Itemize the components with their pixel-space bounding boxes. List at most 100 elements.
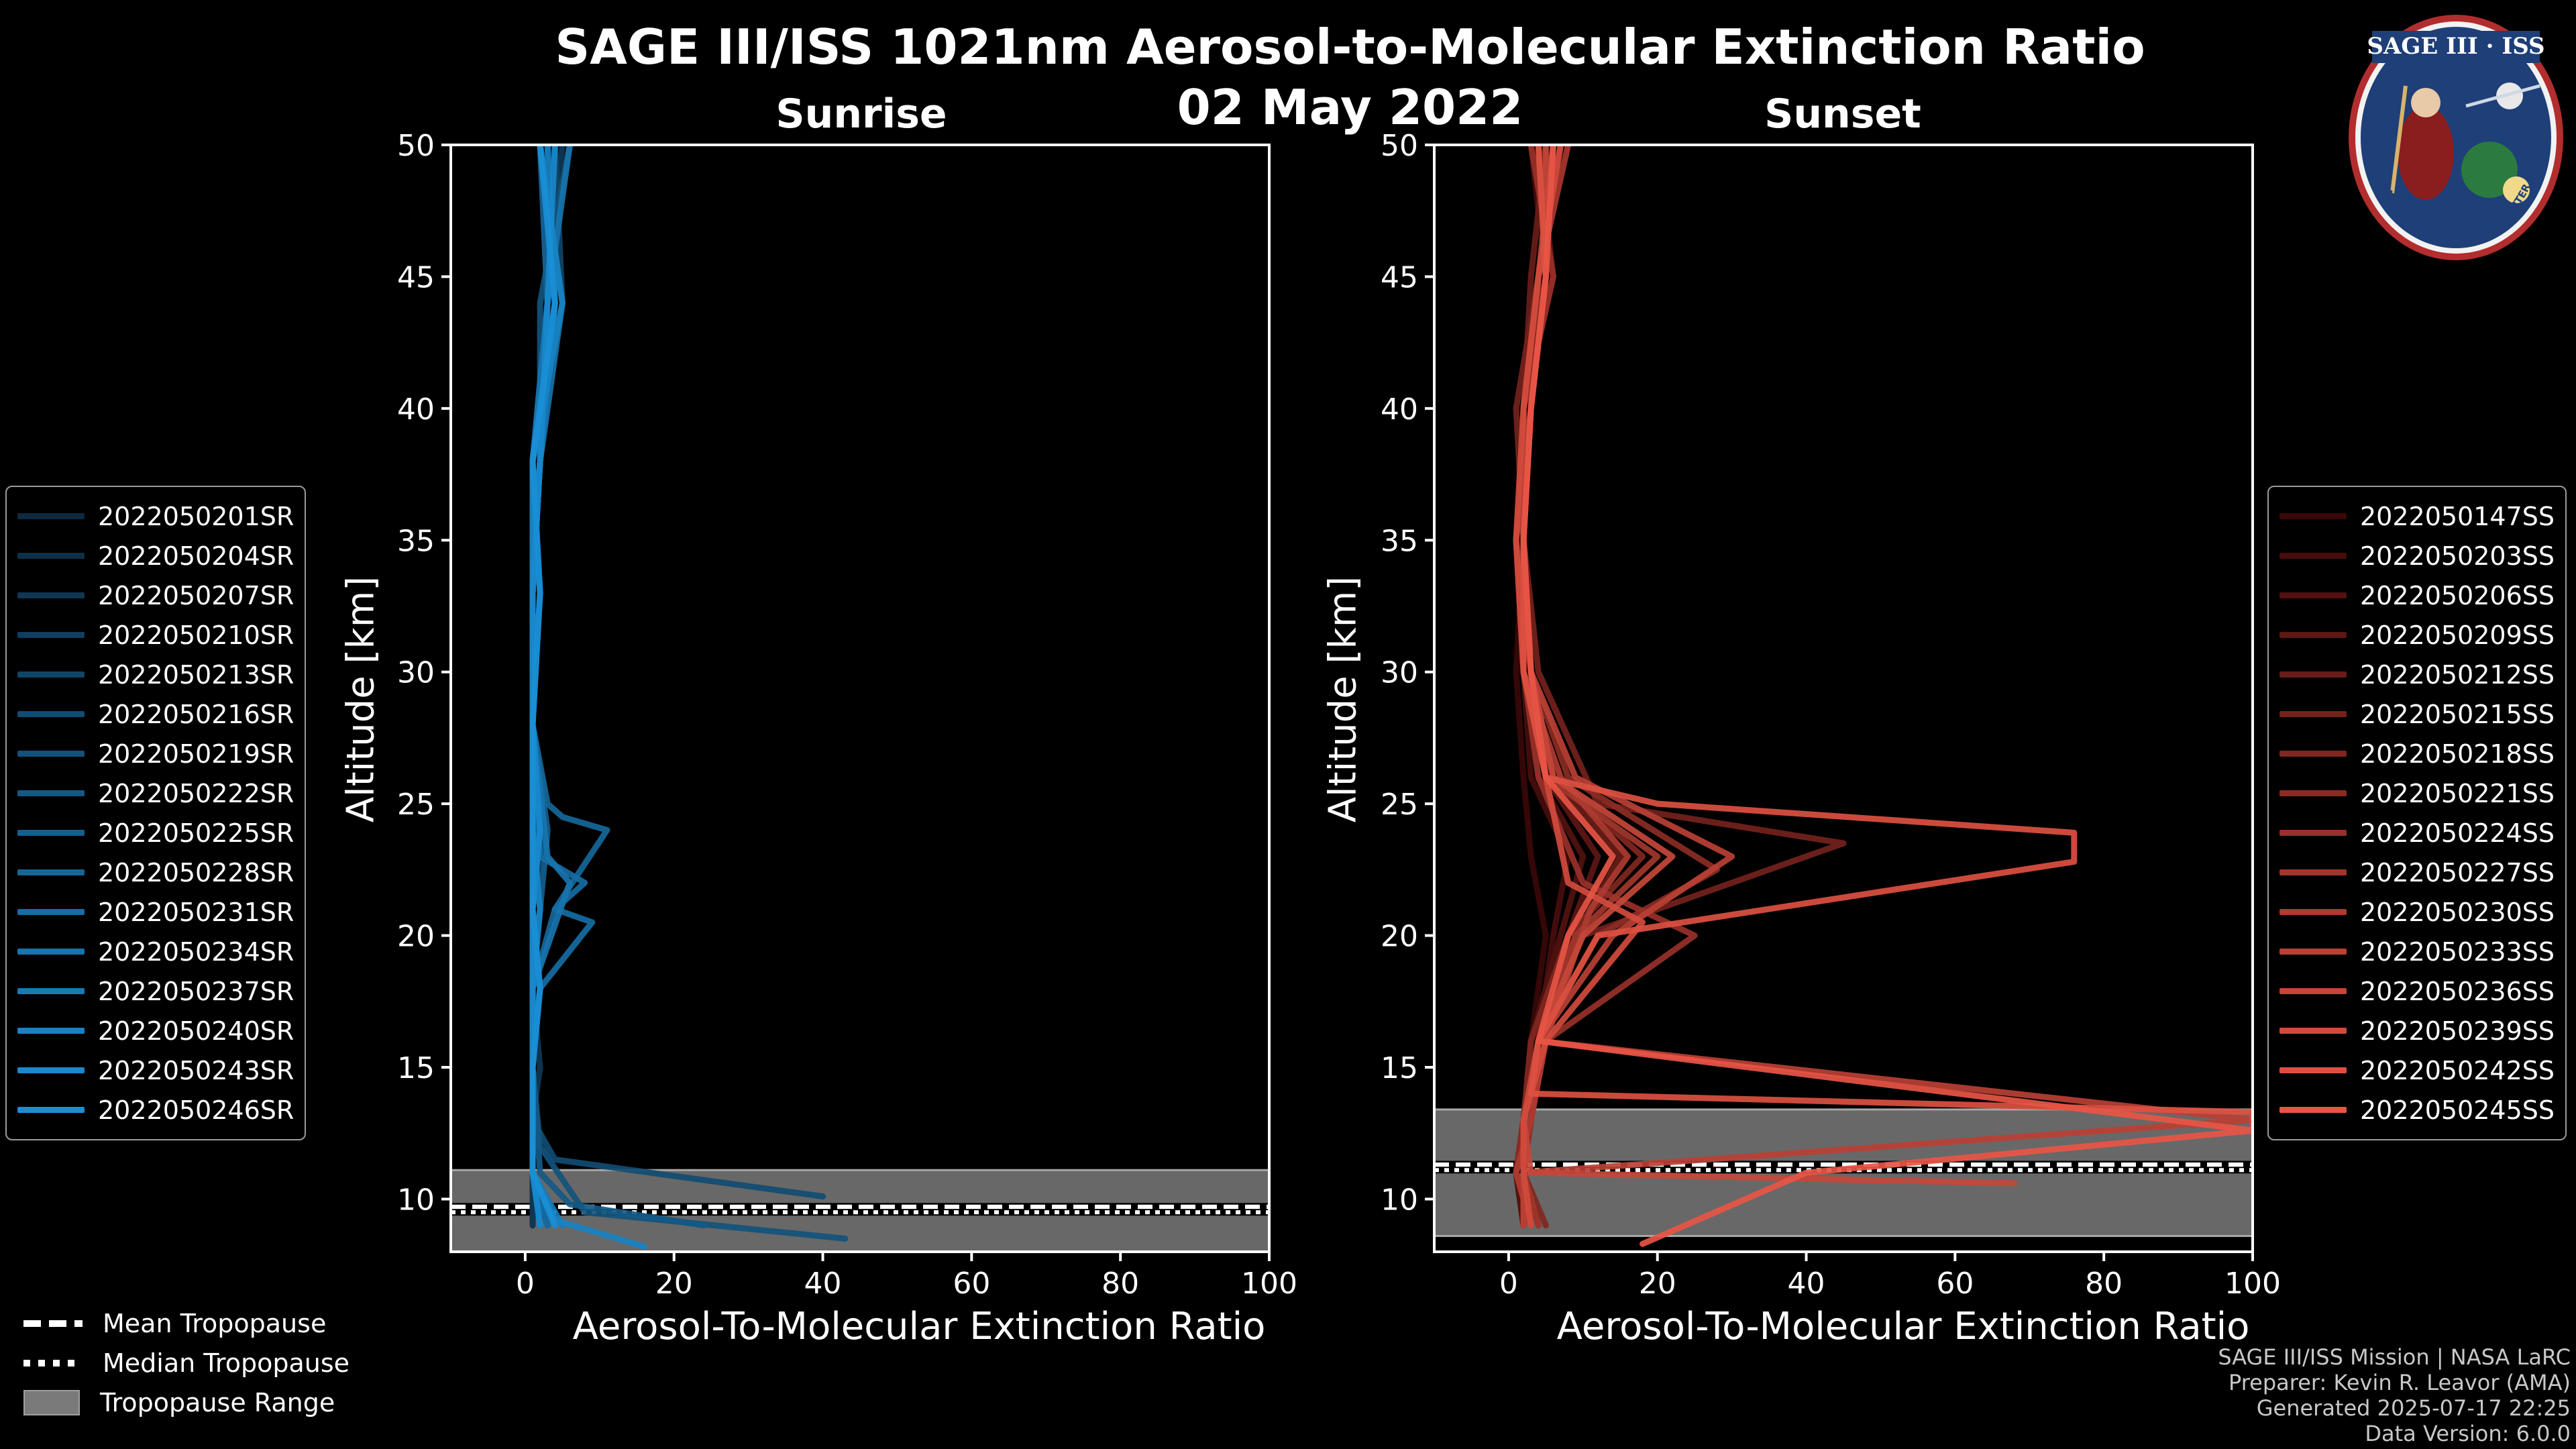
legend-swatch <box>2279 672 2347 678</box>
legend-entry: 2022050233SS <box>2279 932 2555 971</box>
legend-swatch <box>17 949 85 955</box>
legend-entry: 2022050224SS <box>2279 813 2555 853</box>
legend-swatch <box>2279 949 2347 955</box>
legend-entry: 2022050242SS <box>2279 1051 2555 1090</box>
sage-mission-logo: SAGE III · ISS BALL · NASA LANGLEY RESEA… <box>2345 12 2563 260</box>
legend-label: 2022050203SS <box>2360 541 2555 571</box>
sunrise-xtick-label: 40 <box>804 1267 842 1301</box>
dashed-line-sample <box>23 1320 83 1327</box>
legend-label: 2022050227SS <box>2360 857 2555 888</box>
legend-swatch <box>2279 632 2347 638</box>
legend-entry: 2022050213SR <box>17 655 294 694</box>
sunrise-ytick-label: 45 <box>397 260 435 294</box>
sunrise-xtick-label: 60 <box>953 1267 990 1301</box>
legend-entry: 2022050240SR <box>17 1011 294 1051</box>
legend-swatch <box>2279 1107 2347 1113</box>
legend-entry: 2022050230SS <box>2279 892 2555 932</box>
sunrise-xlabel: Aerosol-To-Molecular Extinction Ratio <box>572 1305 1266 1348</box>
sunset-xtick-label: 100 <box>2224 1267 2281 1301</box>
legend-entry: 2022050228SR <box>17 853 294 892</box>
sunset-plot-area <box>1434 145 2253 1252</box>
legend-swatch <box>17 1067 85 1073</box>
sunset-ytick-label: 50 <box>1381 129 1418 163</box>
legend-swatch <box>17 1107 85 1113</box>
legend-label: 2022050228SR <box>98 857 294 888</box>
legend-swatch <box>2279 513 2347 519</box>
sunset-ytick-label: 30 <box>1381 656 1418 690</box>
legend-entry: 2022050218SS <box>2279 734 2555 773</box>
legend-swatch <box>17 632 85 638</box>
sunrise-ytick-label: 25 <box>397 788 435 822</box>
legend-swatch <box>17 909 85 915</box>
legend-mean-tropopause: Mean Tropopause <box>23 1303 350 1343</box>
legend-entry: 2022050210SR <box>17 615 294 655</box>
sunrise-series-2022050246SR <box>529 145 558 1229</box>
sunrise-ytick-label: 40 <box>397 392 435 427</box>
legend-swatch <box>2279 592 2347 598</box>
legend-swatch <box>17 869 85 875</box>
sunrise-plot-area <box>451 145 1269 1252</box>
figure-date: 02 May 2022 <box>1177 79 1523 136</box>
legend-label: 2022050212SS <box>2360 659 2555 690</box>
legend-entry: 2022050212SS <box>2279 655 2555 694</box>
legend-swatch <box>2279 711 2347 717</box>
legend-label: 2022050216SR <box>98 699 294 729</box>
legend-swatch <box>2279 553 2347 559</box>
legend-entry: 2022050209SS <box>2279 615 2555 655</box>
legend-swatch <box>17 830 85 836</box>
sunrise-frame <box>449 144 1271 1253</box>
legend-entry: 2022050216SR <box>17 694 294 734</box>
credit-line: SAGE III/ISS Mission | NASA LaRC <box>2218 1344 2571 1370</box>
legend-label: 2022050207SR <box>98 580 294 610</box>
legend-label: 2022050147SS <box>2360 501 2555 531</box>
legend-entry: 2022050222SR <box>17 773 294 813</box>
legend-entry: 2022050215SS <box>2279 694 2555 734</box>
legend-swatch <box>17 988 85 994</box>
sunrise-xtick-label: 0 <box>516 1267 535 1301</box>
legend-swatch <box>17 513 85 519</box>
legend-entry: 2022050234SR <box>17 932 294 971</box>
legend-entry: 2022050227SS <box>2279 853 2555 892</box>
sunrise-xtick-label: 80 <box>1102 1267 1139 1301</box>
sunset-subtitle: Sunset <box>1764 91 1921 138</box>
legend-label: 2022050246SR <box>98 1095 294 1125</box>
legend-entry: 2022050204SR <box>17 536 294 576</box>
sunset-ytick-label: 35 <box>1381 524 1418 558</box>
sunrise-xtick-label: 100 <box>1241 1267 1297 1301</box>
legend-label: 2022050242SS <box>2360 1055 2555 1085</box>
legend-entry: 2022050237SR <box>17 971 294 1011</box>
figure-title: SAGE III/ISS 1021nm Aerosol-to-Molecular… <box>555 19 2145 75</box>
credits: SAGE III/ISS Mission | NASA LaRC Prepare… <box>2218 1344 2571 1446</box>
legend-label: 2022050230SS <box>2360 897 2555 927</box>
legend-swatch <box>2279 869 2347 875</box>
legend-entry: 2022050231SR <box>17 892 294 932</box>
legend-label: 2022050210SR <box>98 620 294 650</box>
sunset-xtick-label: 40 <box>1788 1267 1825 1301</box>
sunset-xtick-label: 60 <box>1936 1267 1974 1301</box>
legend-label: 2022050213SR <box>98 659 294 690</box>
legend-swatch <box>17 1028 85 1034</box>
sunset-data-layer <box>1434 145 2253 1247</box>
legend-label: 2022050209SS <box>2360 620 2555 650</box>
sunset-xlabel: Aerosol-To-Molecular Extinction Ratio <box>1556 1305 2250 1348</box>
sunset-xtick-label: 80 <box>2085 1267 2123 1301</box>
credit-line: Data Version: 6.0.0 <box>2365 1421 2571 1446</box>
legend-swatch <box>17 751 85 757</box>
sunset-ytick-label: 10 <box>1381 1183 1418 1217</box>
sunset-legend: 2022050147SS 2022050203SS 2022050206SS 2022… <box>2267 486 2567 1140</box>
legend-swatch <box>17 711 85 717</box>
sunset-xtick-label: 20 <box>1639 1267 1676 1301</box>
legend-label: 2022050215SS <box>2360 699 2555 729</box>
legend-entry: 2022050245SS <box>2279 1090 2555 1130</box>
legend-swatch <box>2279 1028 2347 1034</box>
legend-entry: 2022050203SS <box>2279 536 2555 576</box>
legend-entry: 2022050239SS <box>2279 1011 2555 1051</box>
sunset-ytick-label: 40 <box>1381 392 1418 427</box>
sunrise-ytick-label: 30 <box>397 656 435 690</box>
legend-tropopause-range: Tropopause Range <box>23 1383 350 1422</box>
legend-entry: 2022050201SR <box>17 496 294 536</box>
sunrise-ytick-label: 10 <box>397 1183 435 1217</box>
legend-swatch <box>17 553 85 559</box>
